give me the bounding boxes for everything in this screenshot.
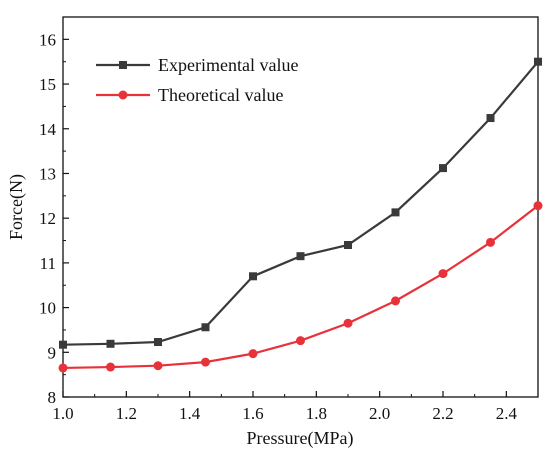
- x-tick-label: 1.4: [179, 404, 201, 423]
- legend-label: Theoretical value: [158, 85, 283, 105]
- x-tick-label: 1.8: [306, 404, 327, 423]
- legend: Experimental value Theoretical value: [96, 55, 298, 105]
- data-point: [439, 164, 447, 173]
- data-point: [391, 296, 400, 306]
- series-line: [62, 60, 539, 346]
- data-point: [343, 318, 353, 328]
- data-point: [154, 338, 162, 347]
- data-point: [296, 336, 305, 346]
- data-point: [153, 361, 163, 371]
- data-point: [59, 340, 67, 349]
- legend-item: Theoretical value: [96, 85, 283, 105]
- y-tick-label: 15: [39, 75, 56, 94]
- y-tick-label: 14: [39, 120, 57, 139]
- y-tick-label: 13: [39, 164, 56, 183]
- y-tick-label: 12: [39, 209, 56, 228]
- series-layer: [58, 57, 543, 373]
- series-2: [58, 201, 543, 373]
- data-point: [486, 237, 495, 247]
- data-point: [106, 362, 115, 372]
- y-tick-label: 16: [39, 30, 56, 49]
- y-axis: 8 9 10 11 12 13 14 15 16: [39, 30, 69, 407]
- data-point: [391, 208, 400, 217]
- data-point: [534, 57, 542, 66]
- legend-item: Experimental value: [96, 55, 298, 75]
- data-point: [296, 252, 305, 261]
- data-point: [106, 339, 115, 348]
- data-point: [438, 269, 448, 279]
- legend-marker: [118, 90, 128, 100]
- x-tick-label: 1.2: [116, 404, 137, 423]
- data-point: [486, 114, 495, 123]
- data-point: [344, 241, 352, 249]
- data-point: [249, 272, 257, 281]
- data-point: [533, 201, 543, 211]
- series-1: [59, 57, 542, 349]
- x-tick-label: 2.0: [369, 404, 390, 423]
- legend-label: Experimental value: [158, 55, 298, 75]
- data-point: [58, 363, 68, 373]
- legend-marker: [119, 61, 127, 69]
- y-tick-label: 11: [40, 254, 56, 273]
- data-point: [201, 357, 210, 367]
- y-tick-label: 9: [48, 343, 57, 362]
- x-axis-title: Pressure(MPa): [247, 428, 354, 449]
- x-tick-label: 2.4: [496, 404, 518, 423]
- x-tick-label: 1.0: [52, 404, 73, 423]
- data-point: [201, 323, 210, 332]
- data-point: [248, 349, 258, 359]
- x-tick-label: 2.2: [432, 404, 453, 423]
- x-tick-label: 1.6: [242, 404, 263, 423]
- y-tick-label: 8: [48, 388, 57, 407]
- y-axis-title: Force(N): [6, 174, 27, 240]
- y-tick-label: 10: [39, 299, 56, 318]
- x-axis: 1.0 1.2 1.4 1.6 1.8 2.0 2.2 2.4: [52, 391, 517, 423]
